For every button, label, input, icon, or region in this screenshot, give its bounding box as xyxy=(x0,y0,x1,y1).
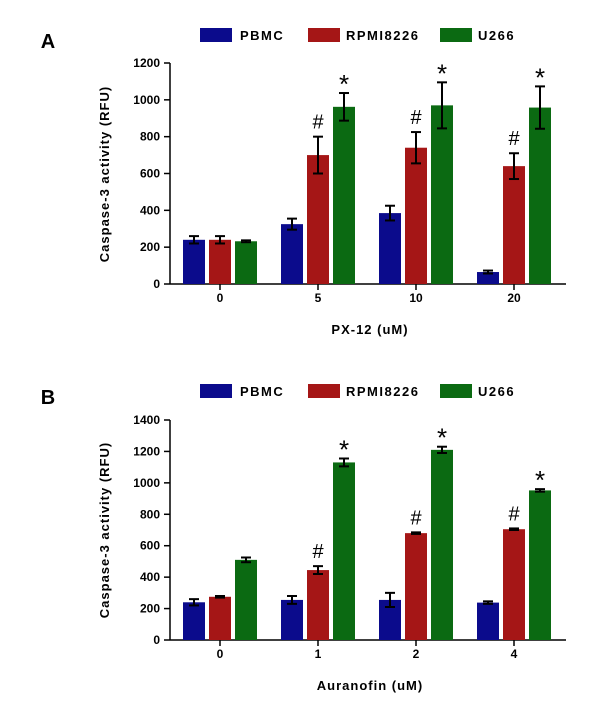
bar-rpmi8226-2 xyxy=(405,533,427,640)
significance-asterisk: * xyxy=(339,69,349,99)
x-axis-title: PX-12 (uM) xyxy=(331,322,408,337)
legend-label-pbmc: PBMC xyxy=(240,384,284,399)
y-tick-label: 1000 xyxy=(133,476,160,490)
significance-hash: # xyxy=(508,503,520,525)
bar-rpmi8226-1 xyxy=(307,570,329,640)
x-tick-label: 1 xyxy=(315,647,322,661)
y-tick-label: 800 xyxy=(140,130,160,144)
bar-rpmi8226-4 xyxy=(503,529,525,640)
y-tick-label: 200 xyxy=(140,602,160,616)
significance-asterisk: * xyxy=(535,62,545,92)
bar-pbmc-0 xyxy=(183,602,205,640)
chart-panel-b: B PBMC RPMI8226 U26602004006008001000120014… xyxy=(41,384,566,693)
x-tick-label: 5 xyxy=(315,291,322,305)
bar-pbmc-0 xyxy=(183,239,205,284)
legend-swatch-u266 xyxy=(440,28,472,42)
significance-asterisk: * xyxy=(535,465,545,495)
y-tick-label: 1200 xyxy=(133,56,160,70)
bar-u266-10 xyxy=(431,105,453,284)
legend-swatch-u266 xyxy=(440,384,472,398)
bar-pbmc-4 xyxy=(477,602,499,640)
y-axis-title: Caspase-3 activity (RFU) xyxy=(97,442,112,618)
x-tick-label: 4 xyxy=(511,647,518,661)
bar-u266-20 xyxy=(529,107,551,285)
bar-pbmc-10 xyxy=(379,213,401,284)
significance-hash: # xyxy=(410,107,422,129)
bar-u266-2 xyxy=(431,449,453,640)
bar-rpmi8226-20 xyxy=(503,166,525,284)
y-tick-label: 1400 xyxy=(133,413,160,427)
bar-pbmc-1 xyxy=(281,599,303,640)
y-tick-label: 600 xyxy=(140,167,160,181)
y-tick-label: 1000 xyxy=(133,93,160,107)
x-tick-label: 0 xyxy=(217,291,224,305)
significance-hash: # xyxy=(312,112,324,134)
y-tick-label: 1200 xyxy=(133,444,160,458)
bar-u266-4 xyxy=(529,490,551,640)
x-tick-label: 20 xyxy=(507,291,521,305)
chart-panel-a: A PBMC RPMI8226 U266020040060080010001200Ca… xyxy=(41,28,566,337)
significance-hash: # xyxy=(312,541,324,563)
y-tick-label: 600 xyxy=(140,539,160,553)
legend-label-pbmc: PBMC xyxy=(240,28,284,43)
significance-hash: # xyxy=(508,128,520,150)
x-tick-label: 2 xyxy=(413,647,420,661)
legend-swatch-rpmi8226 xyxy=(308,28,340,42)
legend-label-u266: U266 xyxy=(478,384,515,399)
y-axis-title: Caspase-3 activity (RFU) xyxy=(97,86,112,262)
y-tick-label: 200 xyxy=(140,240,160,254)
legend-swatch-pbmc xyxy=(200,28,232,42)
bar-rpmi8226-5 xyxy=(307,155,329,284)
significance-hash: # xyxy=(410,507,422,529)
legend-label-u266: U266 xyxy=(478,28,515,43)
panel-label: B xyxy=(41,387,55,409)
bar-u266-5 xyxy=(333,106,355,284)
bar-rpmi8226-10 xyxy=(405,147,427,284)
bar-u266-0 xyxy=(235,559,257,640)
bar-pbmc-20 xyxy=(477,272,499,284)
significance-asterisk: * xyxy=(437,423,447,453)
significance-asterisk: * xyxy=(339,435,349,465)
bar-rpmi8226-0 xyxy=(209,596,231,640)
legend-swatch-pbmc xyxy=(200,384,232,398)
bar-u266-0 xyxy=(235,241,257,284)
bar-rpmi8226-0 xyxy=(209,239,231,284)
y-tick-label: 800 xyxy=(140,507,160,521)
y-tick-label: 0 xyxy=(153,633,160,647)
bar-pbmc-2 xyxy=(379,599,401,640)
y-tick-label: 0 xyxy=(153,277,160,291)
legend-label-rpmi8226: RPMI8226 xyxy=(346,28,419,43)
bar-pbmc-5 xyxy=(281,224,303,284)
panel-label: A xyxy=(41,31,55,53)
y-tick-label: 400 xyxy=(140,203,160,217)
x-axis-title: Auranofin (uM) xyxy=(317,678,423,693)
significance-asterisk: * xyxy=(437,58,447,88)
x-tick-label: 0 xyxy=(217,647,224,661)
bar-u266-1 xyxy=(333,462,355,640)
x-tick-label: 10 xyxy=(409,291,423,305)
legend-label-rpmi8226: RPMI8226 xyxy=(346,384,419,399)
y-tick-label: 400 xyxy=(140,570,160,584)
legend-swatch-rpmi8226 xyxy=(308,384,340,398)
